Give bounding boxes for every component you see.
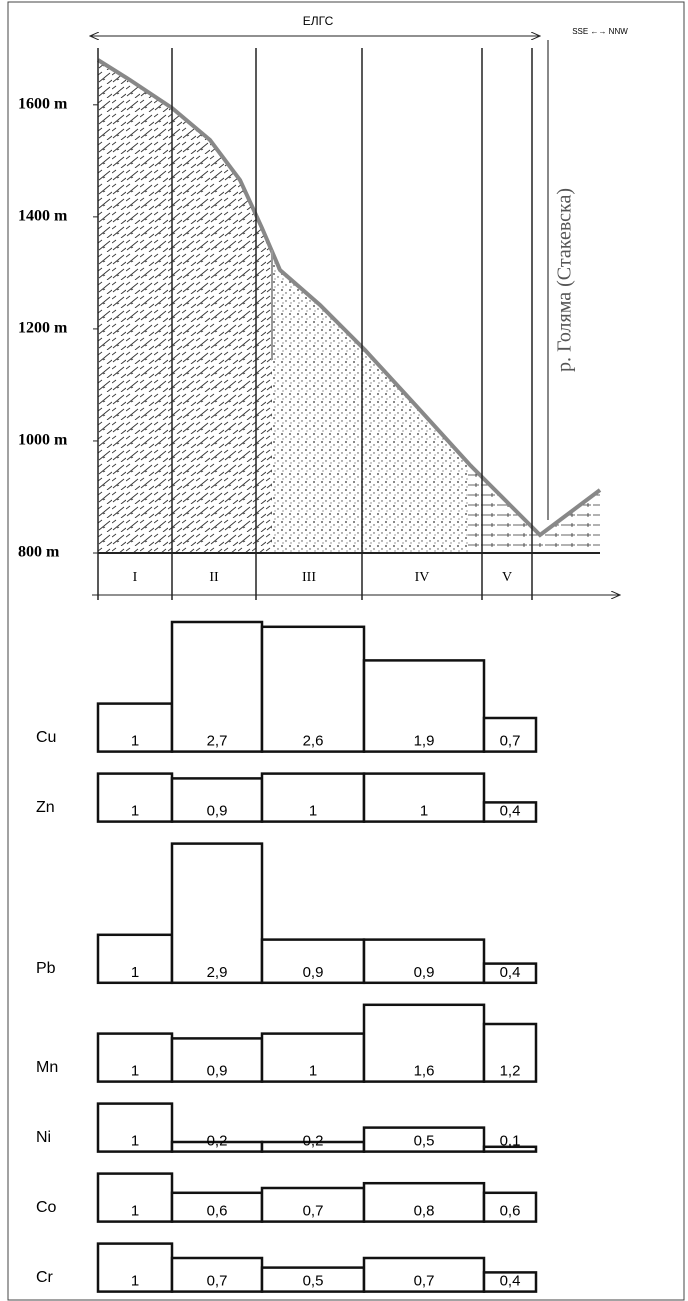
value-label: 0,4 (500, 1273, 521, 1290)
bar (96, 702, 174, 753)
value-label: 0,1 (500, 1133, 521, 1150)
bar (362, 659, 486, 753)
element-label: Ni (36, 1129, 51, 1146)
zone-label: II (209, 570, 219, 585)
value-label: 0,4 (500, 803, 521, 820)
value-label: 2,9 (207, 964, 228, 981)
value-label: 1 (131, 1273, 139, 1290)
value-label: 1,9 (414, 733, 435, 750)
zone-label: III (302, 570, 316, 585)
bar (482, 716, 538, 753)
bar (362, 1181, 486, 1223)
value-label: 1 (309, 1063, 317, 1080)
bar (362, 772, 486, 823)
bar (170, 842, 264, 985)
bar (170, 1191, 264, 1223)
value-label: 0,9 (207, 1063, 228, 1080)
element-label: Cr (36, 1269, 54, 1286)
value-label: 1,6 (414, 1063, 435, 1080)
value-label: 0,9 (303, 964, 324, 981)
value-label: 0,5 (414, 1133, 435, 1150)
bar (170, 1037, 264, 1083)
element-label: Co (36, 1199, 57, 1216)
bar (96, 933, 174, 985)
value-label: 1 (131, 1063, 139, 1080)
element-label: Pb (36, 960, 56, 977)
frame (7, 1, 685, 1301)
value-label: 0,7 (414, 1273, 435, 1290)
bar (170, 777, 264, 823)
bar (260, 772, 366, 823)
bar (260, 625, 366, 753)
bar (482, 801, 538, 823)
value-label: 1 (131, 964, 139, 981)
rock-dotted (272, 250, 468, 553)
value-label: 2,7 (207, 733, 228, 750)
bar (482, 1022, 538, 1083)
y-tick-label: 1000 m (18, 432, 68, 449)
bar (96, 1032, 174, 1083)
value-label: 0,9 (414, 964, 435, 981)
value-label: 0,4 (500, 964, 521, 981)
bar (260, 1032, 366, 1083)
value-label: 1 (131, 733, 139, 750)
value-label: 0,7 (500, 733, 521, 750)
value-label: 1 (131, 1133, 139, 1150)
surface (96, 58, 602, 538)
river-label: р. Голяма (Стакевска) (554, 188, 576, 372)
value-label: 0,6 (500, 1203, 521, 1220)
bar (482, 1191, 538, 1223)
value-label: 0,8 (414, 1203, 435, 1220)
y-tick-label: 800 m (18, 544, 60, 561)
direction: SSE ←→ NNW (572, 27, 628, 36)
bar (482, 1271, 538, 1293)
element-label: Cu (36, 729, 56, 746)
y-tick-label: 1600 m (18, 95, 68, 112)
zone-label: I (133, 570, 138, 585)
alluvium (468, 460, 600, 553)
y-tick-label: 1200 m (18, 320, 68, 337)
value-label: 0,7 (207, 1273, 228, 1290)
zone-label: IV (415, 570, 430, 585)
bar (362, 938, 486, 985)
bar (482, 1145, 538, 1153)
element-label: Zn (36, 799, 55, 816)
rock-hatched (98, 60, 272, 553)
value-label: 2,6 (303, 733, 324, 750)
bar (170, 620, 264, 753)
bar (96, 772, 174, 823)
value-label: 0,9 (207, 803, 228, 820)
value-label: 1,2 (500, 1063, 521, 1080)
value-label: 1 (131, 803, 139, 820)
value-label: 0,6 (207, 1203, 228, 1220)
bar (362, 1126, 486, 1153)
title: ЕЛГС (303, 14, 334, 28)
zone-label: V (502, 570, 512, 585)
element-label: Mn (36, 1059, 58, 1076)
value-label: 1 (420, 803, 428, 820)
bar (96, 1102, 174, 1153)
value-label: 1 (131, 1203, 139, 1220)
value-label: 0,2 (303, 1133, 324, 1150)
value-label: 0,5 (303, 1273, 324, 1290)
value-label: 0,2 (207, 1133, 228, 1150)
bar (482, 962, 538, 985)
bar (260, 1186, 366, 1223)
value-label: 1 (309, 803, 317, 820)
y-tick-label: 1400 m (18, 208, 68, 225)
value-label: 0,7 (303, 1203, 324, 1220)
